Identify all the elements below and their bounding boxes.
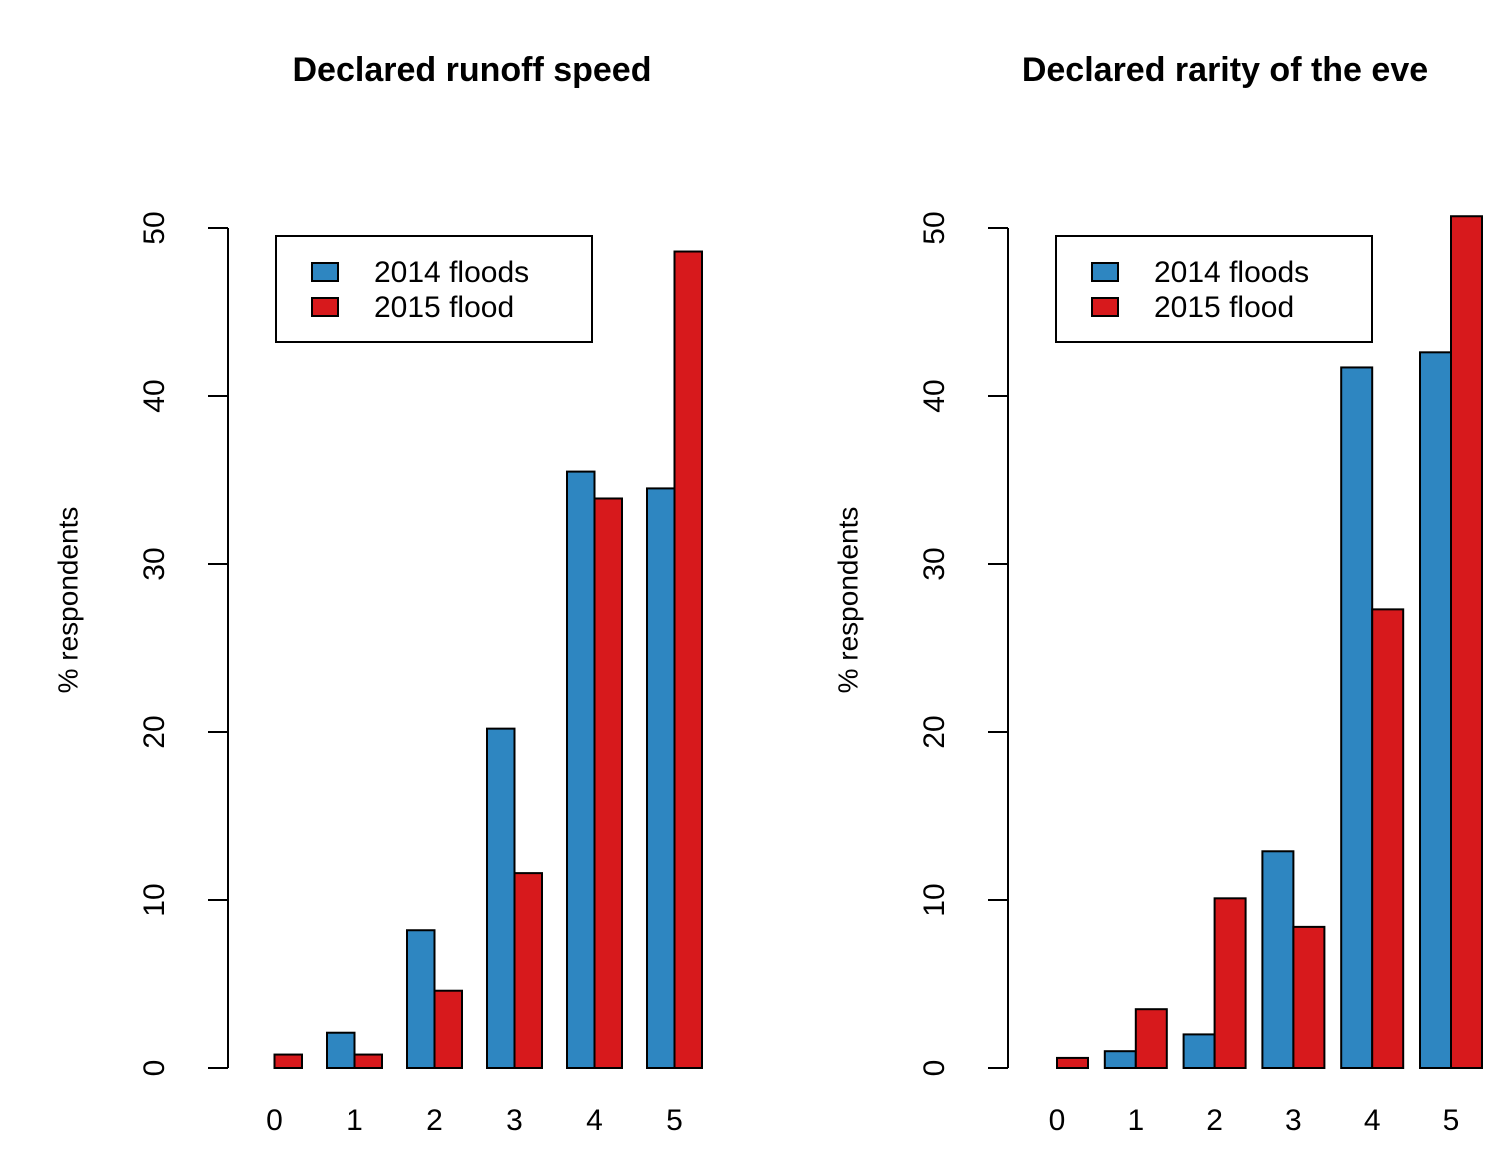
bar [1450, 215, 1483, 1070]
bar [566, 470, 596, 1070]
bar [1103, 1050, 1137, 1069]
x-tick-label: 2 [1206, 1104, 1223, 1137]
bar [1182, 1033, 1216, 1070]
bar [353, 1053, 383, 1070]
bar [593, 497, 623, 1070]
bar [273, 1053, 303, 1070]
x-tick-label: 2 [426, 1104, 443, 1137]
x-tick-label: 4 [586, 1104, 603, 1137]
x-tick-label: 1 [346, 1104, 363, 1137]
bar [1056, 1056, 1089, 1070]
y-axis-label: % respondents [52, 507, 83, 694]
bar [1419, 351, 1452, 1069]
legend-label: 2015 flood [374, 291, 514, 324]
bar [1134, 1008, 1168, 1070]
y-tick-label: 20 [918, 715, 951, 748]
y-axis-label: % respondents [832, 507, 863, 694]
bar [1261, 850, 1295, 1070]
legend-swatch [1091, 297, 1119, 317]
y-tick-label: 10 [918, 883, 951, 916]
legend-swatch [311, 262, 339, 282]
y-tick-label: 0 [918, 1060, 951, 1077]
y-tick-label: 50 [138, 211, 171, 244]
legend-box [1055, 235, 1373, 343]
bar [433, 989, 463, 1069]
x-tick-label: 0 [1049, 1104, 1066, 1137]
bar [1371, 608, 1405, 1069]
bar [646, 487, 676, 1069]
bar [486, 727, 516, 1069]
chart-title: Declared runoff speed [293, 51, 652, 89]
legend-swatch [311, 297, 339, 317]
y-tick-label: 40 [138, 379, 171, 412]
y-tick-label: 30 [918, 547, 951, 580]
x-tick-label: 4 [1364, 1104, 1381, 1137]
y-tick-label: 50 [918, 211, 951, 244]
x-tick-label: 3 [506, 1104, 523, 1137]
bar [326, 1031, 356, 1069]
x-tick-label: 5 [666, 1104, 683, 1137]
x-tick-label: 3 [1285, 1104, 1302, 1137]
bar [1292, 925, 1326, 1069]
y-tick-label: 10 [138, 883, 171, 916]
y-tick-label: 40 [918, 379, 951, 412]
legend-label: 2014 floods [374, 256, 529, 289]
y-tick-label: 20 [138, 715, 171, 748]
legend-label: 2014 floods [1154, 256, 1309, 289]
legend-box [275, 235, 593, 343]
y-tick-label: 0 [138, 1060, 171, 1077]
legend-swatch [1091, 262, 1119, 282]
x-tick-label: 0 [266, 1104, 283, 1137]
legend-label: 2015 flood [1154, 291, 1294, 324]
x-tick-label: 5 [1443, 1104, 1460, 1137]
bar [1340, 366, 1374, 1069]
bar [513, 872, 543, 1069]
bar [673, 250, 703, 1069]
x-tick-label: 1 [1127, 1104, 1144, 1137]
bar [406, 929, 436, 1069]
bar [1213, 897, 1247, 1069]
y-tick-label: 30 [138, 547, 171, 580]
chart-title: Declared rarity of the eve [1022, 51, 1428, 89]
